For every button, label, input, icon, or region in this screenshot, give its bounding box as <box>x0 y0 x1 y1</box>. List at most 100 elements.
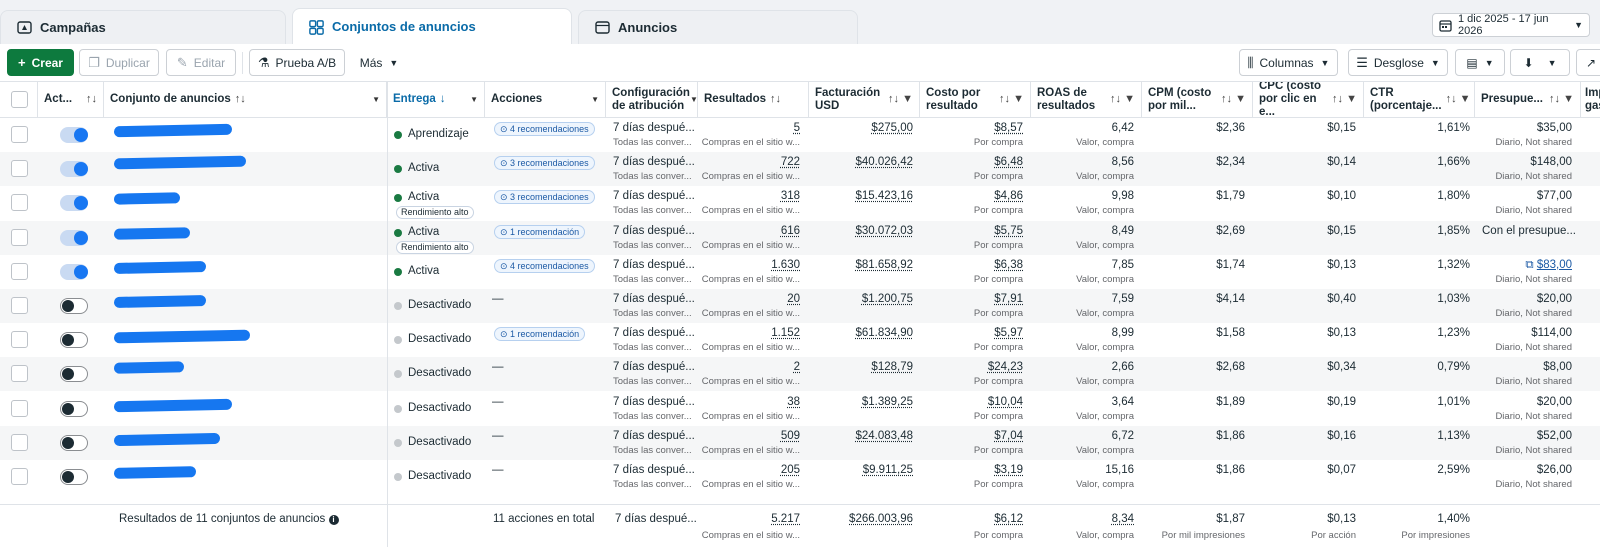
cost-per-result-value[interactable]: $7,04 <box>994 429 1023 442</box>
budget-value[interactable]: Con el presupue... <box>1482 224 1576 237</box>
header-active[interactable]: Act... ↑↓ <box>38 82 104 118</box>
header-adset[interactable]: Conjunto de anuncios ↑↓ ▼ <box>104 82 387 118</box>
more-button[interactable]: Más ▼ <box>352 49 406 76</box>
recommendations-badge[interactable]: ⊙ 1 recomendación <box>494 327 586 342</box>
table-row[interactable]: Desactivado ⊙ 1 recomendación 7 días despu… <box>0 323 1600 357</box>
row-checkbox[interactable] <box>11 262 28 280</box>
header-attribution[interactable]: Configuración de atribución ▼ <box>606 82 698 118</box>
cost-per-result-value[interactable]: $6,48 <box>994 156 1023 169</box>
tab-campaigns[interactable]: Campañas <box>0 10 286 44</box>
redacted-adset-name[interactable] <box>113 226 191 240</box>
recommendations-badge[interactable]: ⊙ 3 recomendaciones <box>494 156 595 171</box>
active-toggle[interactable] <box>60 229 88 246</box>
row-checkbox[interactable] <box>11 228 28 246</box>
header-cpm[interactable]: CPM (costo por mil... ↑↓ ▼ <box>1142 82 1253 118</box>
budget-value[interactable]: $77,00 <box>1536 190 1572 203</box>
billing-value[interactable]: $15.423,16 <box>855 190 913 203</box>
budget-value[interactable]: $148,00 <box>1530 156 1572 169</box>
results-value[interactable]: 1.152 <box>771 327 800 340</box>
redacted-adset-name[interactable] <box>113 361 185 375</box>
active-toggle[interactable] <box>60 195 88 212</box>
results-value[interactable]: 20 <box>787 293 800 305</box>
row-checkbox[interactable] <box>11 126 28 143</box>
header-budget[interactable]: Presupue... ↑↓ ▼ <box>1475 82 1581 118</box>
billing-value[interactable]: $275,00 <box>871 122 913 134</box>
active-toggle[interactable] <box>60 400 88 417</box>
budget-value[interactable]: $20,00 <box>1536 395 1572 408</box>
edit-button[interactable]: ✎ Editar <box>166 49 236 76</box>
table-row[interactable]: Aprendizaje ⊙ 4 recomendaciones 7 días des… <box>0 118 1600 152</box>
billing-value[interactable]: $40.026,42 <box>855 156 913 169</box>
header-delivery[interactable]: Entrega ↓ ▼ <box>387 82 485 118</box>
budget-value[interactable]: $20,00 <box>1536 293 1572 305</box>
tab-ads[interactable]: Anuncios <box>578 10 858 44</box>
row-checkbox[interactable] <box>11 297 28 314</box>
table-row[interactable]: Activa Rendimiento alto ⊙ 3 recomendacione… <box>0 186 1600 220</box>
row-checkbox[interactable] <box>11 194 28 212</box>
budget-value[interactable]: $52,00 <box>1536 429 1572 442</box>
cost-per-result-value[interactable]: $6,38 <box>994 258 1023 271</box>
cost-per-result-value[interactable]: $4,86 <box>994 190 1023 203</box>
header-roas[interactable]: ROAS de resultados ↑↓ ▼ <box>1031 82 1142 118</box>
billing-value[interactable]: $128,79 <box>871 361 913 374</box>
header-results[interactable]: Resultados ↑↓ <box>698 82 809 118</box>
header-actions[interactable]: Acciones ▼ <box>485 82 606 118</box>
cost-per-result-value[interactable]: $3,19 <box>994 464 1023 476</box>
select-all-checkbox[interactable] <box>11 91 28 108</box>
table-row[interactable]: Activa ⊙ 3 recomendaciones 7 días despué..… <box>0 152 1600 187</box>
info-icon[interactable]: i <box>328 515 339 525</box>
header-cost-per-result[interactable]: Costo por resultado ↑↓ ▼ <box>920 82 1031 118</box>
duplicate-button[interactable]: ❐ Duplicar <box>79 49 159 76</box>
redacted-adset-name[interactable] <box>113 192 181 206</box>
cost-per-result-value[interactable]: $24,23 <box>987 361 1023 374</box>
columns-button[interactable]: ⫼ Columnas ▼ <box>1239 49 1338 76</box>
active-toggle[interactable] <box>60 263 88 280</box>
redacted-adset-name[interactable] <box>113 123 233 138</box>
header-cpc[interactable]: CPC (costo por clic en e... ↑↓ ▼ <box>1253 82 1364 118</box>
tab-adsets[interactable]: Conjuntos de anuncios <box>292 8 572 44</box>
redacted-adset-name[interactable] <box>113 398 233 412</box>
results-value[interactable]: 205 <box>780 464 800 476</box>
billing-value[interactable]: $1.200,75 <box>861 293 913 305</box>
redacted-adset-name[interactable] <box>113 466 197 479</box>
create-button[interactable]: + Crear <box>7 49 74 76</box>
row-checkbox[interactable] <box>11 399 28 417</box>
export-button[interactable]: ⬇ ▼ <box>1510 49 1570 76</box>
header-billing[interactable]: Facturación USD ↑↓ ▼ <box>809 82 920 118</box>
cost-per-result-value[interactable]: $5,75 <box>994 224 1023 237</box>
redacted-adset-name[interactable] <box>113 432 221 446</box>
header-select-all[interactable] <box>0 82 38 118</box>
billing-value[interactable]: $81.658,92 <box>855 258 913 271</box>
reports-button[interactable]: ▤ ▼ <box>1455 49 1505 76</box>
table-row[interactable]: Activa ⊙ 4 recomendaciones 7 días despué..… <box>0 255 1600 289</box>
redacted-adset-name[interactable] <box>113 329 251 344</box>
table-row[interactable]: Desactivado — 7 días despué... Todas las co… <box>0 392 1600 426</box>
ab-test-button[interactable]: ⚗ Prueba A/B <box>249 49 345 76</box>
billing-value[interactable]: $1.389,25 <box>861 395 913 408</box>
header-ctr[interactable]: CTR (porcentaje... ↑↓ ▼ <box>1364 82 1475 118</box>
row-checkbox[interactable] <box>11 468 28 485</box>
cost-per-result-value[interactable]: $7,91 <box>994 293 1023 305</box>
recommendations-badge[interactable]: ⊙ 1 recomendación <box>494 224 586 239</box>
results-value[interactable]: 722 <box>780 156 800 169</box>
results-value[interactable]: 38 <box>787 395 800 408</box>
row-checkbox[interactable] <box>11 365 28 383</box>
cost-per-result-value[interactable]: $5,97 <box>994 327 1023 340</box>
billing-value[interactable]: $61.834,90 <box>855 327 913 340</box>
results-value[interactable]: 1.630 <box>771 258 800 271</box>
active-toggle[interactable] <box>60 469 88 485</box>
redacted-adset-name[interactable] <box>113 155 247 170</box>
results-value[interactable]: 318 <box>780 190 800 203</box>
row-checkbox[interactable] <box>11 331 28 349</box>
billing-value[interactable]: $9.911,25 <box>862 464 913 476</box>
table-row[interactable]: Desactivado — 7 días despué... Todas las co… <box>0 460 1600 494</box>
budget-value[interactable]: $114,00 <box>1531 327 1572 340</box>
date-range-picker[interactable]: 1 dic 2025 - 17 jun 2026 ▼ <box>1432 13 1590 37</box>
active-toggle[interactable] <box>60 298 88 314</box>
table-row[interactable]: Activa Rendimiento alto ⊙ 1 recomendación 7… <box>0 220 1600 255</box>
recommendations-badge[interactable]: ⊙ 3 recomendaciones <box>494 190 595 205</box>
recommendations-badge[interactable]: ⊙ 4 recomendaciones <box>494 258 595 273</box>
table-row[interactable]: Desactivado — 7 días despué... Todas las co… <box>0 425 1600 460</box>
cost-per-result-value[interactable]: $8,57 <box>994 122 1023 134</box>
results-value[interactable]: 616 <box>780 224 800 237</box>
